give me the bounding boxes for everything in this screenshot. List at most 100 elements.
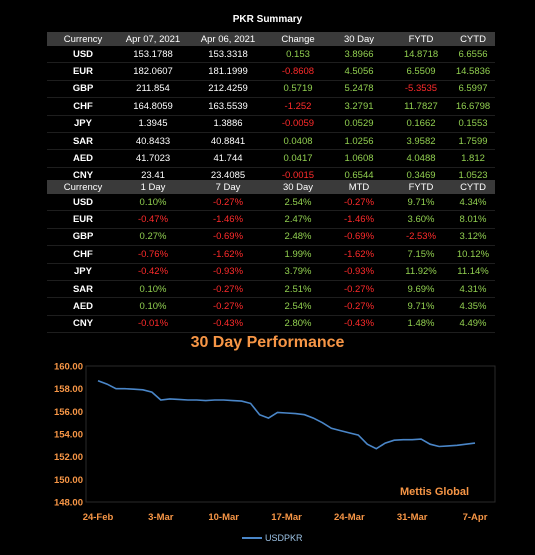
series-line-usdpkr xyxy=(97,379,476,450)
percent-cell: -0.27% xyxy=(327,280,391,299)
summary-cell-d30: 3.2791 xyxy=(327,97,391,116)
percent-cell-currency: SAR xyxy=(47,280,119,299)
summary-cell-b: 41.744 xyxy=(187,149,269,168)
summary-cell-chg: -0.8608 xyxy=(269,62,327,81)
summary-col-header: Change xyxy=(269,32,327,46)
percent-col-header: FYTD xyxy=(391,180,451,194)
percent-cell: -1.46% xyxy=(327,210,391,229)
summary-col-header: CYTD xyxy=(451,32,495,46)
y-tick-label: 158.00 xyxy=(54,384,83,395)
summary-cell-a: 182.0607 xyxy=(119,62,187,81)
percent-cell: 2.54% xyxy=(269,297,327,316)
pkr-summary-table: Currency Apr 07, 2021 Apr 06, 2021 Change 30… xyxy=(47,32,495,186)
percent-cell: 7.15% xyxy=(391,245,451,264)
summary-cell-d30: 0.0529 xyxy=(327,115,391,133)
summary-cell-cytd: 6.6556 xyxy=(451,46,495,64)
x-tick-label: 31-Mar xyxy=(397,512,428,523)
summary-cell-cur: USD xyxy=(47,46,119,64)
percent-cell: 2.80% xyxy=(269,315,327,334)
percent-col-header: MTD xyxy=(327,180,391,194)
summary-header-row: Currency Apr 07, 2021 Apr 06, 2021 Change 30… xyxy=(47,32,495,46)
percent-cell: -0.27% xyxy=(187,194,269,212)
percent-row: JPY -0.42% -0.93% 3.79% -0.93% 11.92% 11.14% xyxy=(47,263,495,281)
percent-cell: -0.27% xyxy=(327,194,391,212)
percent-cell: 1.99% xyxy=(269,245,327,264)
summary-cell-cur: GBP xyxy=(47,80,119,99)
summary-cell-cytd: 6.5997 xyxy=(451,80,495,99)
summary-cell-a: 41.7023 xyxy=(119,149,187,168)
percent-cell: 9.69% xyxy=(391,280,451,299)
percent-cell: -0.76% xyxy=(119,245,187,264)
percent-cell: 9.71% xyxy=(391,297,451,316)
percent-cell: 0.10% xyxy=(119,297,187,316)
percent-cell: 2.54% xyxy=(269,194,327,212)
percent-col-header: Currency xyxy=(47,180,119,194)
summary-cell-cur: AED xyxy=(47,149,119,168)
summary-cell-d30: 5.2478 xyxy=(327,80,391,99)
pkr-percent-table: Currency 1 Day 7 Day 30 Day MTD FYTD CYTD USD 0… xyxy=(47,180,495,334)
summary-cell-cur: CHF xyxy=(47,97,119,116)
x-tick-label: 3-Mar xyxy=(148,512,174,523)
percent-cell: 1.48% xyxy=(391,315,451,334)
percent-cell: -2.53% xyxy=(391,228,451,247)
summary-cell-b: 163.5539 xyxy=(187,97,269,116)
percent-cell: -0.93% xyxy=(187,263,269,281)
summary-cell-chg: -0.0059 xyxy=(269,115,327,133)
summary-cell-a: 153.1788 xyxy=(119,46,187,64)
y-axis: 160.00 158.00 156.00 154.00 152.00 150.00 148.… xyxy=(54,362,83,509)
summary-cell-fytd: 14.8718 xyxy=(391,46,451,64)
summary-cell-b: 40.8841 xyxy=(187,132,269,151)
summary-title: PKR Summary xyxy=(232,14,303,25)
summary-cell-b: 212.4259 xyxy=(187,80,269,99)
percent-cell: -0.69% xyxy=(187,228,269,247)
summary-col-header: 30 Day xyxy=(327,32,391,46)
percent-row: AED 0.10% -0.27% 2.54% -0.27% 9.71% 4.35% xyxy=(47,297,495,316)
percent-cell: -0.27% xyxy=(187,297,269,316)
y-tick-label: 156.00 xyxy=(54,407,83,418)
percent-cell: 8.01% xyxy=(451,210,495,229)
percent-cell-currency: EUR xyxy=(47,210,119,229)
percent-cell-currency: CNY xyxy=(47,315,119,334)
percent-cell: -0.69% xyxy=(327,228,391,247)
x-axis: 24-Feb 3-Mar 10-Mar 17-Mar 24-Mar 31-Mar 7-Apr xyxy=(83,512,488,523)
percent-row: CNY -0.01% -0.43% 2.80% -0.43% 1.48% 4.49% xyxy=(47,315,495,334)
percent-col-header: 7 Day xyxy=(187,180,269,194)
percent-col-header: CYTD xyxy=(451,180,495,194)
summary-col-header: Currency xyxy=(47,32,119,46)
percent-cell: -0.43% xyxy=(327,315,391,334)
x-tick-label: 17-Mar xyxy=(271,512,302,523)
percent-cell: 10.12% xyxy=(451,245,495,264)
percent-cell: 3.79% xyxy=(269,263,327,281)
summary-cell-fytd: 3.9582 xyxy=(391,132,451,151)
x-tick-label: 7-Apr xyxy=(463,512,488,523)
summary-cell-fytd: 6.5509 xyxy=(391,62,451,81)
summary-cell-chg: -1.252 xyxy=(269,97,327,116)
summary-row: CHF 164.8059 163.5539 -1.252 3.2791 11.7827 16… xyxy=(47,97,495,116)
percent-cell: 4.31% xyxy=(451,280,495,299)
summary-cell-b: 153.3318 xyxy=(187,46,269,64)
summary-row: SAR 40.8433 40.8841 0.0408 1.0256 3.9582 1.759… xyxy=(47,132,495,151)
usdpkr-line-chart: 160.00 158.00 156.00 154.00 152.00 150.00 148.… xyxy=(54,362,496,543)
percent-cell: -1.46% xyxy=(187,210,269,229)
summary-cell-fytd: -5.3535 xyxy=(391,80,451,99)
percent-cell: 3.60% xyxy=(391,210,451,229)
summary-cell-cytd: 1.7599 xyxy=(451,132,495,151)
summary-cell-chg: 0.153 xyxy=(269,46,327,64)
summary-cell-chg: 0.0417 xyxy=(269,149,327,168)
percent-cell: 9.71% xyxy=(391,194,451,212)
percent-cell: 4.49% xyxy=(451,315,495,334)
percent-row: EUR -0.47% -1.46% 2.47% -1.46% 3.60% 8.01% xyxy=(47,210,495,229)
summary-cell-cur: SAR xyxy=(47,132,119,151)
plot-area xyxy=(85,365,496,503)
percent-cell: -0.43% xyxy=(187,315,269,334)
summary-cell-chg: 0.0408 xyxy=(269,132,327,151)
y-tick-label: 160.00 xyxy=(54,362,83,373)
summary-cell-cytd: 16.6798 xyxy=(451,97,495,116)
percent-row: GBP 0.27% -0.69% 2.48% -0.69% -2.53% 3.12% xyxy=(47,228,495,247)
summary-cell-d30: 1.0608 xyxy=(327,149,391,168)
y-tick-label: 152.00 xyxy=(54,452,83,463)
percent-cell-currency: GBP xyxy=(47,228,119,247)
percent-cell: 4.35% xyxy=(451,297,495,316)
summary-col-header: Apr 06, 2021 xyxy=(187,32,269,46)
summary-cell-a: 164.8059 xyxy=(119,97,187,116)
